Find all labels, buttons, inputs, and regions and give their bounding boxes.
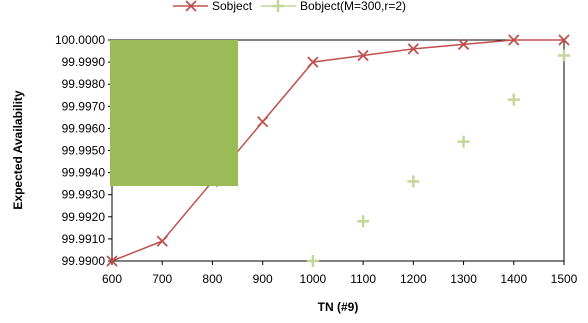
series-line-sobject: [111, 39, 564, 262]
sobject-point: [357, 49, 369, 62]
legend-label-sobject: Sobject: [212, 0, 253, 13]
legend-item-sobject: Sobject: [173, 0, 253, 13]
bobject-point: [507, 93, 520, 106]
y-tick-label: 99.9990: [62, 55, 106, 69]
bobject-point: [306, 255, 319, 267]
sobject-point: [558, 34, 570, 46]
x-tick-label: 1200: [400, 272, 427, 286]
x-tick-label: 900: [253, 272, 273, 286]
x-tick-label: 600: [102, 272, 122, 286]
x-tick-label: 1500: [551, 272, 578, 286]
series-layer: [106, 34, 570, 267]
green-overlay-block: [110, 40, 238, 186]
x-tick-label: 800: [202, 272, 222, 286]
y-axis-title: Expected Availability: [11, 90, 25, 209]
bobject-point: [558, 49, 570, 62]
legend-label-bobject: Bobject(M=300,r=2): [300, 0, 406, 13]
x-tick-label: 1000: [300, 272, 327, 286]
y-tick-label: 99.9930: [62, 188, 106, 202]
legend-item-bobject: Bobject(M=300,r=2): [261, 0, 406, 13]
y-tick-label: 99.9940: [62, 166, 106, 180]
sobject-point: [457, 38, 470, 51]
y-tick-label: 99.9960: [62, 121, 106, 135]
x-axis-ticks: 600 700 800 900 1000 1100 1200 1300 1400 1500: [102, 261, 578, 286]
y-tick-label: 99.9910: [62, 232, 106, 246]
y-tick-label: 99.9970: [62, 99, 106, 113]
x-tick-label: 1400: [500, 272, 527, 286]
sobject-point: [508, 34, 520, 46]
x-tick-label: 1300: [450, 272, 477, 286]
y-tick-label: 99.9900: [62, 254, 106, 268]
sobject-point: [257, 116, 269, 128]
legend: Sobject Bobject(M=300,r=2): [173, 0, 406, 13]
legend-marker-bobject: [272, 0, 284, 12]
sobject-point: [156, 235, 168, 247]
legend-marker-sobject: [185, 0, 197, 12]
x-tick-label: 700: [152, 272, 172, 286]
y-tick-label: 99.9950: [62, 144, 106, 158]
sobject-point: [106, 255, 118, 267]
y-tick-label: 99.9980: [62, 77, 106, 91]
sobject-point: [307, 56, 319, 68]
bobject-point: [407, 175, 420, 188]
y-axis-ticks: 99.9900 99.9910 99.9920 99.9930 99.9940 99.99…: [55, 33, 112, 268]
sobject-point: [407, 43, 419, 55]
bobject-point: [357, 215, 370, 228]
x-tick-label: 1100: [350, 272, 376, 286]
x-axis-title: TN (#9): [318, 300, 359, 314]
bobject-point: [457, 135, 470, 148]
y-tick-label: 100.0000: [55, 33, 105, 47]
y-tick-label: 99.9920: [62, 210, 106, 224]
